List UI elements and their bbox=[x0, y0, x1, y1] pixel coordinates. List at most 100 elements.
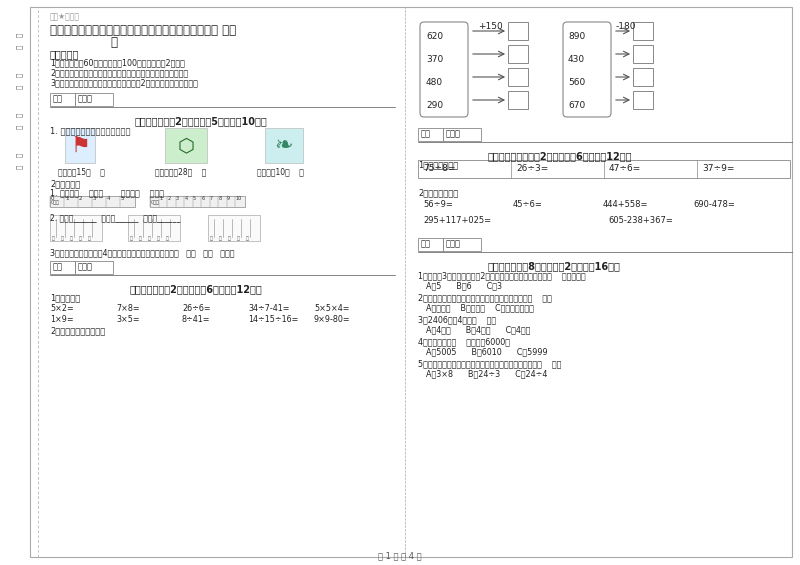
Text: 56÷9=: 56÷9= bbox=[423, 200, 453, 209]
Text: 评卷人: 评卷人 bbox=[446, 129, 461, 138]
Text: 34÷7-41=: 34÷7-41= bbox=[248, 304, 290, 313]
Text: 9×9-80=: 9×9-80= bbox=[314, 315, 350, 324]
Text: 3、不要在试卷上乱写乱画，卷面不整洁扣2分，密封线外请勿作答。: 3、不要在试卷上乱写乱画，卷面不整洁扣2分，密封线外请勿作答。 bbox=[50, 78, 198, 87]
Text: 个: 个 bbox=[87, 236, 90, 241]
Text: 8: 8 bbox=[218, 196, 222, 201]
Text: 旗杆高约15（    ）: 旗杆高约15（ ） bbox=[58, 167, 105, 176]
Bar bbox=[418, 128, 443, 141]
Text: 2、请首先按要求在试卷的指定位置填写您的姓名、班级、学号。: 2、请首先按要求在试卷的指定位置填写您的姓名、班级、学号。 bbox=[50, 68, 188, 77]
Text: 得分: 得分 bbox=[421, 239, 431, 248]
Text: 考: 考 bbox=[16, 45, 22, 49]
Text: 2、看谁算的又对又快。: 2、看谁算的又对又快。 bbox=[50, 326, 106, 335]
Text: 第 1 页 共 4 页: 第 1 页 共 4 页 bbox=[378, 551, 422, 560]
Text: 2、我会填。: 2、我会填。 bbox=[50, 179, 80, 188]
Text: 1、算一算。: 1、算一算。 bbox=[50, 293, 80, 302]
Text: 890: 890 bbox=[568, 32, 586, 41]
Text: 评卷人: 评卷人 bbox=[446, 239, 461, 248]
Text: 444+558=: 444+558= bbox=[603, 200, 649, 209]
Bar bbox=[265, 128, 303, 163]
Text: 个: 个 bbox=[246, 236, 249, 241]
Text: 4、下面的数，（    ）最接近6000。: 4、下面的数，（ ）最接近6000。 bbox=[418, 337, 510, 346]
Text: 1、考试时间：60分钟，满分为100分（含卷面分2分）。: 1、考试时间：60分钟，满分为100分（含卷面分2分）。 bbox=[50, 58, 185, 67]
Text: 0厘米: 0厘米 bbox=[51, 200, 60, 205]
Text: 5: 5 bbox=[121, 196, 125, 201]
Text: 考试须知：: 考试须知： bbox=[50, 49, 79, 59]
Text: 中: 中 bbox=[16, 33, 22, 37]
Text: A、五边形    B、三角形    C、以上都有可能: A、五边形 B、三角形 C、以上都有可能 bbox=[426, 303, 534, 312]
Text: 605-238+367=: 605-238+367= bbox=[608, 216, 673, 225]
Bar bbox=[75, 261, 113, 274]
Text: A、3×8      B、24÷3      C、24÷4: A、3×8 B、24÷3 C、24÷4 bbox=[426, 369, 547, 378]
Text: 1. 钱钉长（    ）厘米       小棒长（    ）毫米: 1. 钱钉长（ ）厘米 小棒长（ ）毫米 bbox=[50, 188, 164, 197]
Text: 3: 3 bbox=[93, 196, 97, 201]
Bar bbox=[508, 91, 528, 109]
Bar bbox=[75, 93, 113, 106]
Text: 个: 个 bbox=[166, 236, 169, 241]
Text: 560: 560 bbox=[568, 78, 586, 87]
Text: 26÷3=: 26÷3= bbox=[516, 164, 548, 173]
Text: 480: 480 bbox=[426, 78, 443, 87]
Text: 5: 5 bbox=[193, 196, 196, 201]
Text: 290: 290 bbox=[426, 101, 443, 110]
Bar bbox=[50, 196, 135, 207]
Bar bbox=[208, 215, 260, 241]
Text: 2、用竖式计算。: 2、用竖式计算。 bbox=[418, 188, 458, 197]
Text: 370: 370 bbox=[426, 55, 443, 64]
Text: 班: 班 bbox=[16, 113, 22, 117]
Text: 万: 万 bbox=[210, 236, 213, 241]
Text: 湖北省实验小学二年级数学【下册】全真模拟考试试题 含答: 湖北省实验小学二年级数学【下册】全真模拟考试试题 含答 bbox=[50, 24, 236, 37]
Bar bbox=[150, 196, 245, 207]
Bar bbox=[508, 45, 528, 63]
Text: 1: 1 bbox=[159, 196, 162, 201]
Text: 75÷8=: 75÷8= bbox=[423, 164, 455, 173]
Bar bbox=[508, 68, 528, 86]
Bar bbox=[50, 215, 102, 241]
Text: 6: 6 bbox=[202, 196, 205, 201]
Bar bbox=[633, 91, 653, 109]
Text: A、4个百      B、4个十      C、4个一: A、4个百 B、4个十 C、4个一 bbox=[426, 325, 530, 334]
Text: 三、列竖式计算（共2大题，每题6分，共计12分）: 三、列竖式计算（共2大题，每题6分，共计12分） bbox=[488, 151, 633, 161]
Bar bbox=[50, 93, 75, 106]
Bar bbox=[633, 45, 653, 63]
Text: 14÷15÷16=: 14÷15÷16= bbox=[248, 315, 298, 324]
Text: 得分: 得分 bbox=[53, 262, 63, 271]
Text: 篮球场长约28（    ）: 篮球场长约28（ ） bbox=[155, 167, 206, 176]
Text: 1: 1 bbox=[65, 196, 69, 201]
Text: 47÷6=: 47÷6= bbox=[609, 164, 642, 173]
Text: 百: 百 bbox=[70, 236, 73, 241]
Text: 7: 7 bbox=[210, 196, 213, 201]
Text: 295+117+025=: 295+117+025= bbox=[423, 216, 491, 225]
Text: 十: 十 bbox=[157, 236, 159, 241]
Text: 26÷6=: 26÷6= bbox=[182, 304, 210, 313]
Text: 二、计算题（共2大题，每题6分，共计12分）: 二、计算题（共2大题，每题6分，共计12分） bbox=[130, 284, 262, 294]
Text: ⚑: ⚑ bbox=[70, 136, 90, 156]
Text: 万: 万 bbox=[130, 236, 133, 241]
Text: 7×8=: 7×8= bbox=[116, 304, 140, 313]
Text: 430: 430 bbox=[568, 55, 585, 64]
Text: 千: 千 bbox=[138, 236, 142, 241]
Text: 670: 670 bbox=[568, 101, 586, 110]
Text: 级: 级 bbox=[16, 125, 22, 129]
Text: 百: 百 bbox=[227, 236, 230, 241]
Text: 2. 写作：______  读作：______  写作：______: 2. 写作：______ 读作：______ 写作：______ bbox=[50, 213, 180, 222]
Text: 4: 4 bbox=[107, 196, 110, 201]
Text: A、5      B、6      C、3: A、5 B、6 C、3 bbox=[426, 281, 502, 290]
Bar bbox=[165, 128, 207, 163]
Bar bbox=[443, 128, 481, 141]
Text: 评卷人: 评卷人 bbox=[78, 94, 93, 103]
Text: 5、下列算式中，不能用乘法口诀三八二十四来计算的是（    ）。: 5、下列算式中，不能用乘法口诀三八二十四来计算的是（ ）。 bbox=[418, 359, 562, 368]
Bar bbox=[418, 238, 443, 251]
Text: 0: 0 bbox=[51, 196, 54, 201]
Text: 0毫米: 0毫米 bbox=[151, 200, 160, 205]
Text: 3、2406中的4表示（    ）。: 3、2406中的4表示（ ）。 bbox=[418, 315, 496, 324]
Text: 5×2=: 5×2= bbox=[50, 304, 74, 313]
Bar bbox=[128, 215, 180, 241]
Text: 1×9=: 1×9= bbox=[50, 315, 74, 324]
Text: 姓: 姓 bbox=[16, 73, 22, 77]
Text: 得分: 得分 bbox=[421, 129, 431, 138]
Text: 1、明明有3件不同的衬衣，2条颜色不一样的裙子，一共有（    ）种穿法。: 1、明明有3件不同的衬衣，2条颜色不一样的裙子，一共有（ ）种穿法。 bbox=[418, 271, 586, 280]
Text: 十: 十 bbox=[237, 236, 239, 241]
Text: 名: 名 bbox=[16, 85, 22, 89]
Text: 四、选一选（共8小题，每题2分，共计16分）: 四、选一选（共8小题，每题2分，共计16分） bbox=[488, 261, 621, 271]
Text: 10: 10 bbox=[235, 196, 242, 201]
